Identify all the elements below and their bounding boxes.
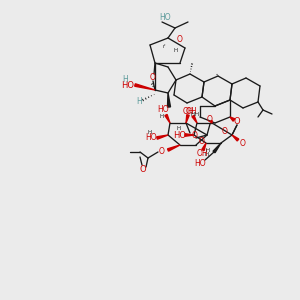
Text: H: H [122,74,128,83]
Text: OH: OH [182,106,194,116]
Polygon shape [192,116,197,123]
Polygon shape [202,143,206,151]
Text: O: O [159,148,165,157]
Text: H: H [191,112,195,116]
Text: H: H [148,130,152,134]
Polygon shape [232,135,239,141]
Polygon shape [157,135,168,139]
Text: HO: HO [159,14,171,22]
Text: O: O [240,139,246,148]
Text: HO: HO [157,106,169,115]
Polygon shape [230,117,235,121]
Text: OH: OH [185,107,197,116]
Text: O: O [177,35,183,44]
Polygon shape [210,120,212,123]
Text: ,,: ,, [215,70,218,76]
Text: H: H [177,127,181,131]
Text: r': r' [162,44,166,49]
Text: O: O [207,115,213,124]
Polygon shape [186,115,189,123]
Polygon shape [167,145,180,151]
Text: H: H [160,113,164,119]
Polygon shape [213,143,221,153]
Text: H: H [174,49,178,53]
Polygon shape [185,134,194,136]
Text: HO: HO [194,158,206,167]
Text: O: O [234,118,240,127]
Polygon shape [167,93,170,107]
Text: H: H [136,98,142,106]
Text: H: H [205,152,209,158]
Polygon shape [135,84,155,90]
Text: OH: OH [196,148,208,158]
Text: HO: HO [145,134,157,142]
Text: O: O [222,127,228,136]
Text: O: O [140,166,146,175]
Text: H: H [195,112,199,116]
Text: HO: HO [122,80,134,89]
Text: HO: HO [173,130,187,140]
Polygon shape [165,114,170,123]
Text: H: H [206,148,210,152]
Text: O: O [192,131,198,140]
Text: O: O [199,136,205,146]
Text: O: O [150,74,156,82]
